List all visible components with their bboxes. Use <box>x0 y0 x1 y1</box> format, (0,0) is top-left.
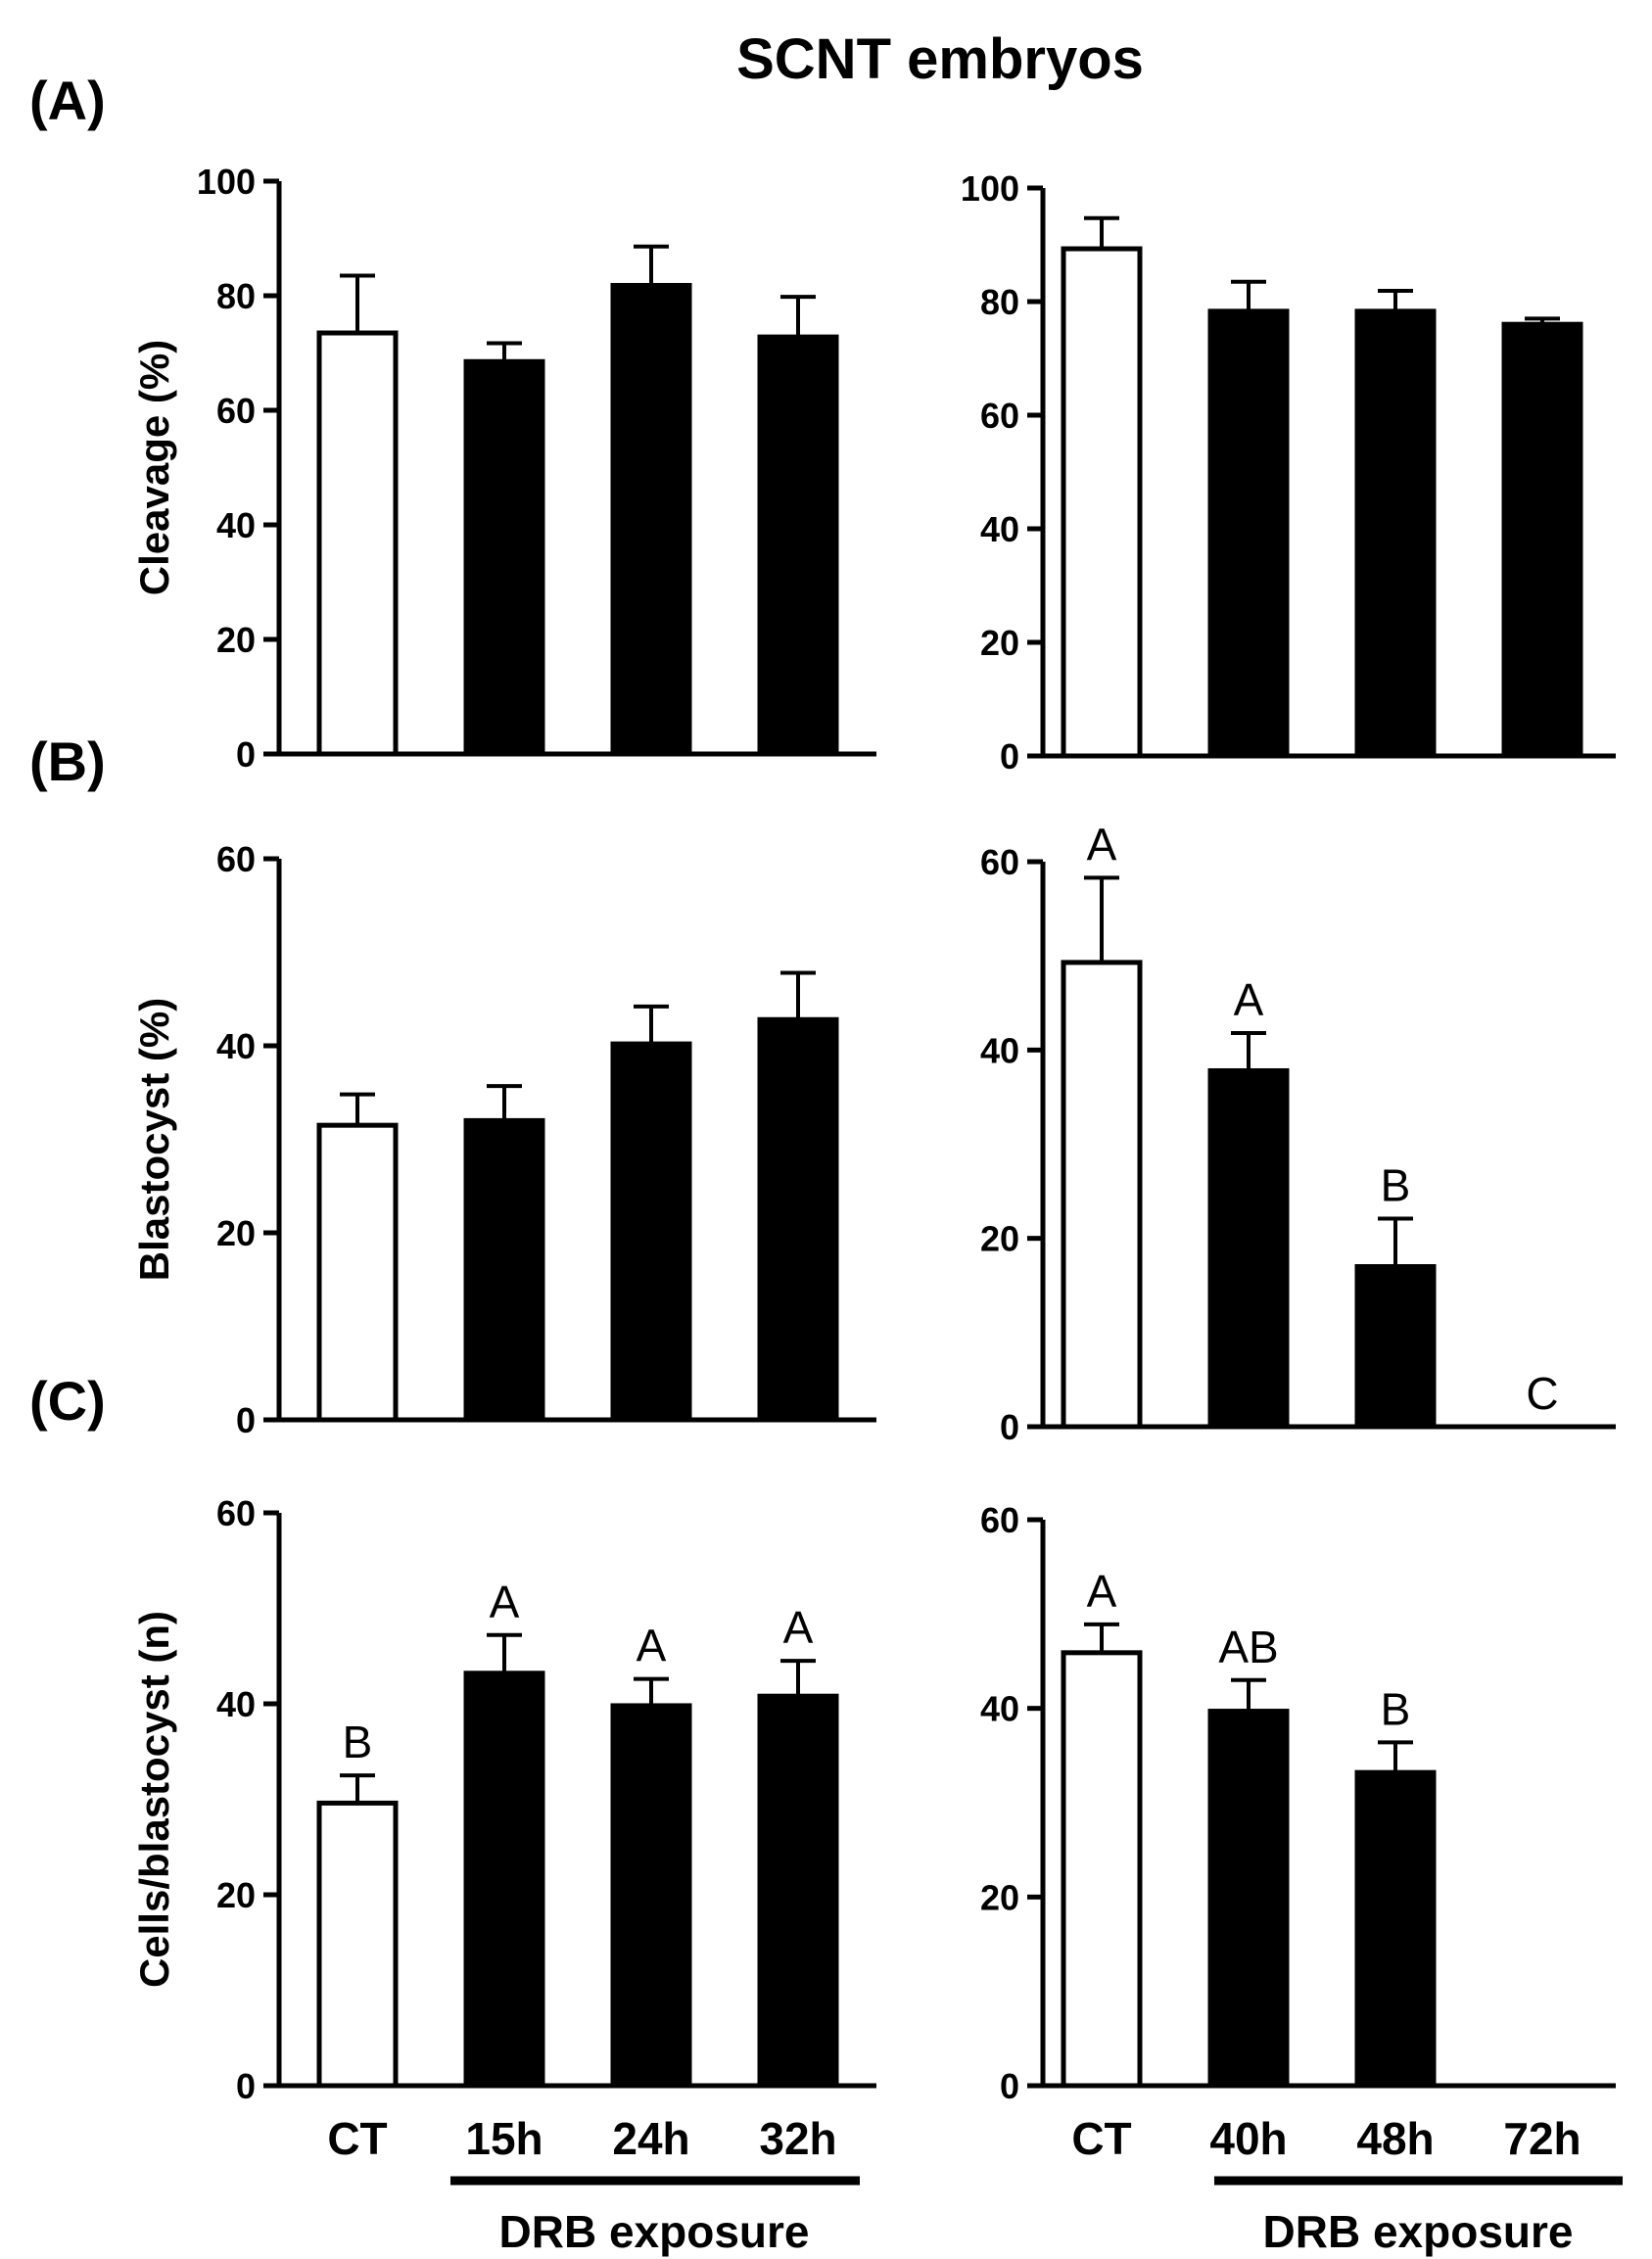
panel-label-a: (A) <box>29 70 106 131</box>
chart-c-left: 0 20 40 60 Cells/blastocyst (n) B CT A 15h A 24h A 3… <box>131 1493 876 2164</box>
bar-40h <box>1207 1709 1290 2089</box>
bar-40h <box>1207 1067 1290 1430</box>
bar-32h <box>757 334 839 757</box>
y-axis-label: Cleavage (%) <box>131 340 177 595</box>
y-tick-label: 60 <box>216 839 256 879</box>
category-label: 72h <box>1503 2113 1581 2164</box>
chart-a-right: 0 20 40 60 80 100 <box>961 168 1616 777</box>
y-tick-label: 40 <box>216 1684 256 1724</box>
bar-CT <box>1061 246 1143 759</box>
chart-a-left: 0 20 40 60 80 100 Cleavage (%) <box>131 162 876 775</box>
bar-15h <box>463 1671 545 2089</box>
significance-label: AB <box>1218 1622 1278 1672</box>
chart-b-right: 0 20 40 60 A A B C <box>980 819 1616 1447</box>
y-tick-label: 20 <box>980 623 1019 663</box>
bar-48h <box>1354 1769 1437 2089</box>
drb-exposure-label-left: DRB exposure <box>499 2206 810 2257</box>
y-tick-label: 60 <box>980 842 1019 882</box>
significance-label: A <box>1087 1566 1117 1617</box>
y-tick-label: 60 <box>216 391 256 431</box>
bar-48h <box>1354 308 1437 759</box>
bar-15h <box>463 358 545 757</box>
y-tick-label: 40 <box>216 505 256 545</box>
y-tick-label: 0 <box>236 2066 256 2106</box>
bar-32h <box>757 1693 839 2089</box>
y-tick-label: 40 <box>980 1030 1019 1070</box>
y-tick-label: 20 <box>980 1877 1019 1917</box>
y-tick-label: 0 <box>1000 1407 1019 1447</box>
y-tick-label: 0 <box>1000 2066 1019 2106</box>
y-tick-label: 20 <box>980 1219 1019 1259</box>
y-tick-label: 100 <box>961 168 1019 209</box>
chart-b-left: 0 20 40 60 Blastocyst (%) <box>131 839 876 1440</box>
category-label: 15h <box>465 2113 543 2164</box>
bar-24h <box>610 282 692 757</box>
bar-CT <box>1061 1650 1143 2089</box>
y-tick-label: 40 <box>216 1026 256 1066</box>
y-tick-label: 40 <box>980 1689 1019 1729</box>
bar-24h <box>610 1041 692 1423</box>
bar-15h <box>463 1117 545 1423</box>
y-tick-label: 20 <box>216 1213 256 1253</box>
bar-CT <box>1061 960 1143 1430</box>
panel-label-b: (B) <box>29 730 106 792</box>
bar-48h <box>1354 1264 1437 1430</box>
bar-CT <box>316 1122 399 1423</box>
y-tick-label: 0 <box>236 734 256 775</box>
y-tick-label: 20 <box>216 1875 256 1915</box>
bar-40h <box>1207 308 1290 759</box>
category-label: CT <box>1071 2113 1131 2164</box>
significance-label: A <box>783 1602 814 1653</box>
bar-CT <box>316 330 399 757</box>
y-axis-label: Blastocyst (%) <box>131 998 177 1281</box>
significance-label: B <box>1381 1683 1411 1734</box>
y-tick-label: 80 <box>216 276 256 316</box>
bar-72h <box>1501 321 1583 759</box>
significance-label: A <box>1234 974 1264 1025</box>
drb-exposure-label-right: DRB exposure <box>1263 2206 1574 2257</box>
category-label: 32h <box>759 2113 836 2164</box>
category-label: 24h <box>612 2113 689 2164</box>
significance-label: A <box>1087 819 1117 870</box>
y-tick-label: 60 <box>980 396 1019 436</box>
y-tick-label: 40 <box>980 509 1019 549</box>
y-tick-label: 0 <box>236 1400 256 1440</box>
figure-title: SCNT embryos <box>736 27 1144 91</box>
significance-label: B <box>343 1717 373 1767</box>
significance-label: C <box>1526 1368 1558 1419</box>
y-tick-label: 100 <box>197 162 256 202</box>
y-tick-label: 20 <box>216 620 256 660</box>
bar-32h <box>757 1016 839 1423</box>
category-label: 40h <box>1209 2113 1287 2164</box>
y-axis-label: Cells/blastocyst (n) <box>131 1611 177 1988</box>
significance-label: B <box>1381 1159 1411 1210</box>
significance-label: A <box>637 1621 667 1671</box>
y-tick-label: 80 <box>980 282 1019 322</box>
panel-label-c: (C) <box>29 1370 106 1432</box>
chart-c-right: 0 20 40 60 A CT AB 40h B 48h 72h <box>980 1500 1616 2164</box>
bar-24h <box>610 1703 692 2089</box>
y-tick-label: 60 <box>980 1500 1019 1540</box>
category-label: 48h <box>1356 2113 1434 2164</box>
category-label: CT <box>327 2113 387 2164</box>
significance-label: A <box>490 1577 520 1627</box>
bar-CT <box>316 1800 399 2089</box>
y-tick-label: 0 <box>1000 736 1019 777</box>
y-tick-label: 60 <box>216 1493 256 1533</box>
